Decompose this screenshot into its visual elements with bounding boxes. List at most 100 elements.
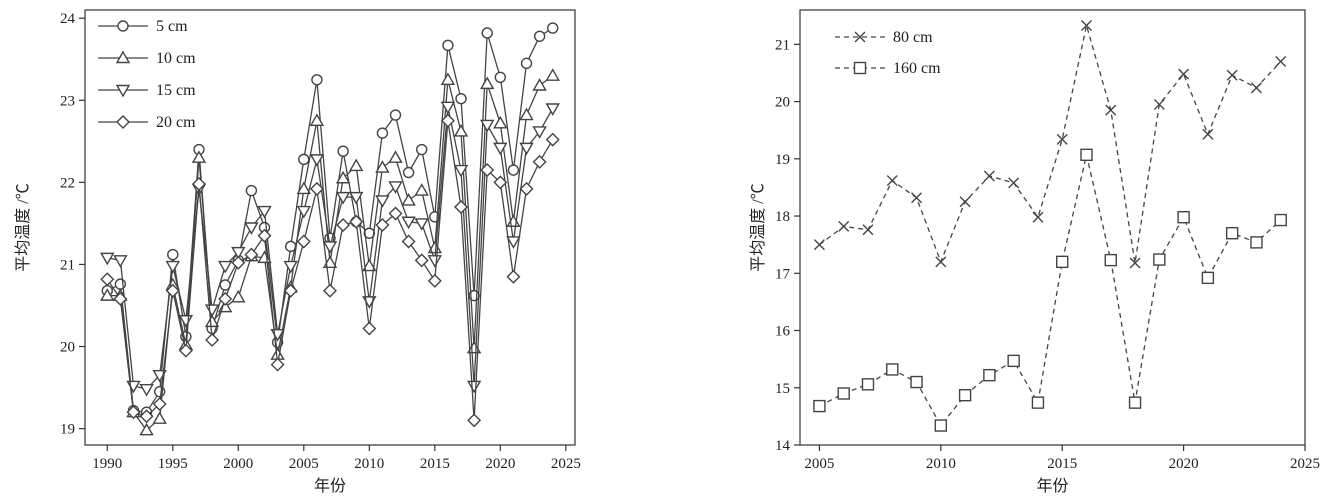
- data-point: [440, 101, 456, 115]
- data-point: [454, 199, 469, 214]
- data-point: [296, 234, 311, 249]
- chart-panel-2: 2005 2010 2015 2020 2025 14 15 16 17 18 19 20 21 年份 平均…: [749, 9, 1320, 495]
- data-point: [401, 234, 416, 249]
- legend-label: 20 cm: [156, 114, 196, 131]
- data-point: [311, 74, 323, 86]
- data-point: [348, 158, 364, 172]
- data-point: [414, 253, 429, 268]
- data-point: [520, 57, 533, 70]
- x-tick-label: 2015: [420, 456, 450, 472]
- data-point: [506, 269, 521, 284]
- x-tick-label: 2010: [926, 456, 956, 472]
- x-tick-label: 2025: [1290, 456, 1320, 472]
- data-point: [205, 332, 220, 347]
- data-point: [296, 205, 312, 219]
- data-point: [335, 191, 351, 205]
- data-point: [427, 273, 442, 288]
- legend-marker: [115, 84, 131, 98]
- data-point: [191, 177, 206, 191]
- data-point: [1031, 396, 1045, 409]
- data-point: [1056, 133, 1068, 145]
- y-tick-label: 21: [60, 257, 75, 273]
- y-tick-label: 14: [775, 438, 791, 454]
- series-15-cm: [100, 101, 560, 397]
- y-tick-label: 15: [775, 381, 790, 397]
- data-point: [547, 22, 559, 34]
- data-point: [506, 214, 521, 227]
- data-point: [257, 205, 272, 219]
- data-point: [545, 68, 560, 81]
- series-160-cm: [813, 148, 1287, 432]
- y-tick-label: 19: [60, 422, 75, 438]
- legend-marker: [853, 61, 867, 75]
- data-point: [959, 196, 971, 208]
- data-point: [217, 260, 233, 274]
- data-point: [362, 258, 377, 272]
- legend: 5 cm 10 cm 15 cm 20 cm: [98, 18, 196, 131]
- y-tick-label: 22: [60, 175, 75, 191]
- data-point: [1177, 210, 1190, 224]
- series-80-cm: [813, 19, 1287, 269]
- data-point: [414, 218, 429, 231]
- x-tick-label: 2015: [1047, 456, 1077, 472]
- data-point: [178, 343, 193, 358]
- data-point: [244, 222, 259, 235]
- data-point: [416, 143, 428, 156]
- data-point: [100, 252, 115, 266]
- data-point: [481, 27, 493, 39]
- data-point: [113, 255, 128, 268]
- data-point: [453, 164, 469, 178]
- plot-frame: [84, 9, 576, 446]
- data-point: [401, 193, 416, 206]
- legend-label: 80 cm: [893, 29, 933, 46]
- data-point: [100, 272, 115, 287]
- data-point: [244, 247, 259, 262]
- data-point: [375, 160, 390, 173]
- data-point: [298, 153, 310, 166]
- data-point: [1153, 98, 1165, 110]
- data-point: [1153, 253, 1166, 266]
- data-point: [1201, 271, 1215, 285]
- data-point: [466, 380, 482, 394]
- data-point: [1129, 257, 1141, 269]
- data-point: [1080, 19, 1092, 31]
- x-tick-label: 2010: [354, 456, 384, 472]
- data-point: [935, 256, 947, 268]
- data-point: [309, 113, 325, 127]
- y-axis-title: 平均温度 /℃: [749, 183, 767, 271]
- data-point: [165, 260, 180, 274]
- data-point: [1178, 68, 1190, 80]
- data-point: [455, 92, 467, 105]
- data-point: [545, 132, 560, 147]
- data-point: [165, 283, 180, 298]
- data-point: [167, 248, 179, 261]
- data-point: [152, 396, 167, 411]
- data-point: [362, 321, 377, 336]
- data-point: [348, 191, 364, 205]
- data-point: [257, 228, 272, 243]
- data-point: [389, 109, 402, 121]
- legend-marker: [116, 115, 130, 129]
- data-point: [270, 357, 285, 372]
- x-tick-label: 2000: [223, 456, 253, 472]
- data-point: [519, 142, 534, 156]
- data-point: [323, 283, 337, 298]
- data-point: [1104, 253, 1117, 267]
- data-point: [335, 170, 351, 184]
- data-point: [283, 260, 298, 274]
- data-point: [139, 422, 154, 436]
- legend-label: 160 cm: [893, 60, 941, 77]
- data-point: [453, 124, 469, 137]
- data-point: [1250, 82, 1262, 94]
- data-point: [532, 154, 547, 169]
- data-point: [309, 181, 324, 196]
- series-line: [819, 154, 1282, 427]
- data-point: [1274, 213, 1287, 227]
- y-tick-label: 19: [775, 152, 790, 168]
- series-20-cm: [100, 113, 560, 428]
- data-point: [388, 181, 403, 194]
- y-tick-label: 18: [775, 209, 790, 225]
- data-point: [231, 255, 246, 270]
